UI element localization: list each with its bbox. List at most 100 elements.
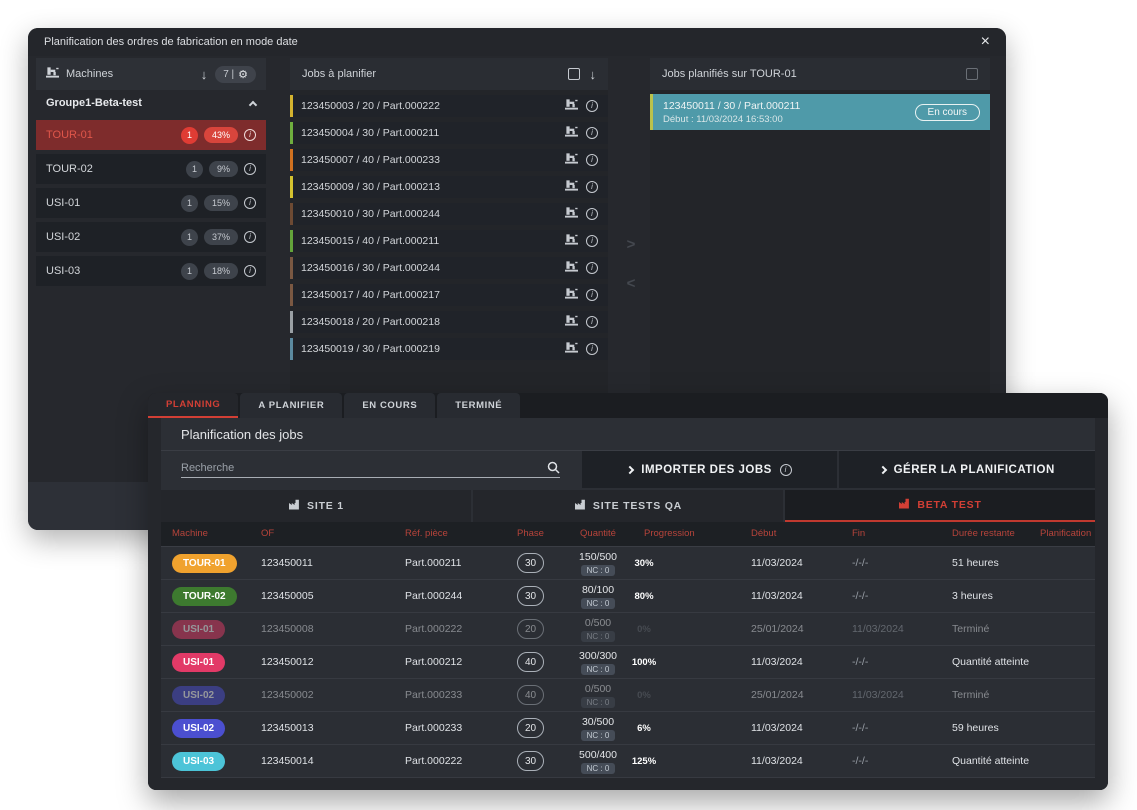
- job-color-bar: [290, 257, 293, 279]
- search-actions-row: IMPORTER DES JOBS GÉRER LA PLANIFICATION: [161, 451, 1095, 489]
- sort-descending-icon[interactable]: ↓: [589, 66, 597, 82]
- job-item[interactable]: 123450018 / 20 / Part.000218: [290, 311, 608, 333]
- job-item[interactable]: 123450009 / 30 / Part.000213: [290, 176, 608, 198]
- machine-icon[interactable]: [565, 97, 578, 115]
- tab-planning[interactable]: PLANNING: [148, 393, 239, 418]
- quantity-cell: 0/500 NC : 0: [552, 617, 644, 642]
- tab-a-planifier[interactable]: A PLANIFIER: [240, 393, 343, 418]
- select-all-checkbox[interactable]: [567, 68, 580, 80]
- gérer-la-planification-button[interactable]: GÉRER LA PLANIFICATION: [839, 451, 1095, 489]
- job-item[interactable]: 123450019 / 30 / Part.000219: [290, 338, 608, 360]
- machine-pill: TOUR-02: [172, 587, 237, 606]
- machine-icon[interactable]: [565, 178, 578, 196]
- machine-group-header[interactable]: Groupe1-Beta-test: [36, 90, 266, 116]
- info-icon[interactable]: [586, 208, 598, 220]
- machine-group-name: Groupe1-Beta-test: [46, 97, 142, 109]
- info-icon[interactable]: [586, 154, 598, 166]
- fin-cell: 11/03/2024: [852, 623, 904, 635]
- machine-icon[interactable]: [565, 232, 578, 250]
- duree-cell: Terminé: [952, 689, 990, 701]
- site-tab-site-1[interactable]: SITE 1: [161, 490, 471, 522]
- of-cell: 123450012: [261, 656, 314, 668]
- job-color-bar: [290, 311, 293, 333]
- move-right-icon[interactable]: >: [626, 236, 636, 253]
- job-item[interactable]: 123450016 / 30 / Part.000244: [290, 257, 608, 279]
- table-row[interactable]: USI-01 123450012 Part.000212 40 300/300 NC : …: [161, 646, 1095, 679]
- search-input[interactable]: [181, 461, 547, 474]
- info-icon[interactable]: [586, 127, 598, 139]
- info-icon[interactable]: [586, 262, 598, 274]
- job-color-bar: [290, 284, 293, 306]
- planned-job-card[interactable]: 123450011 / 30 / Part.000211 Début : 11/…: [650, 94, 990, 130]
- info-icon[interactable]: [244, 163, 256, 175]
- actions-container: IMPORTER DES JOBS GÉRER LA PLANIFICATION: [580, 451, 1095, 489]
- phase-badge: 30: [517, 553, 544, 573]
- of-cell: 123450002: [261, 689, 314, 701]
- machine-item-usi-03[interactable]: USI-03 1 18%: [36, 256, 266, 286]
- machine-item-usi-01[interactable]: USI-01 1 15%: [36, 188, 266, 218]
- search-icon[interactable]: [547, 461, 560, 474]
- table-row[interactable]: USI-03 123450014 Part.000222 30 500/400 NC : …: [161, 745, 1095, 778]
- importer-des-jobs-button[interactable]: IMPORTER DES JOBS: [581, 451, 838, 489]
- info-icon[interactable]: [586, 100, 598, 112]
- info-icon[interactable]: [244, 265, 256, 277]
- machine-icon[interactable]: [565, 124, 578, 142]
- fin-cell: -/-/-: [852, 656, 869, 668]
- machine-pill: USI-02: [172, 686, 226, 705]
- phase-badge: 20: [517, 619, 544, 639]
- table-row[interactable]: USI-02 123450013 Part.000233 20 30/500 NC : 0…: [161, 712, 1095, 745]
- info-icon[interactable]: [586, 235, 598, 247]
- machine-item-tour-01[interactable]: TOUR-01 1 43%: [36, 120, 266, 150]
- transfer-controls: > <: [616, 236, 646, 292]
- ref-piece-cell: Part.000244: [405, 590, 463, 602]
- info-icon[interactable]: [244, 197, 256, 209]
- ref-piece-cell: Part.000211: [405, 557, 462, 569]
- select-all-checkbox[interactable]: [966, 68, 978, 80]
- tab-en-cours[interactable]: EN COURS: [344, 393, 436, 418]
- info-icon[interactable]: [586, 316, 598, 328]
- status-badge: En cours: [914, 103, 980, 121]
- quantity-cell: 500/400 NC : 0: [579, 748, 617, 774]
- site-tab-site-tests-qa[interactable]: SITE TESTS QA: [473, 490, 783, 522]
- job-item[interactable]: 123450004 / 30 / Part.000211: [290, 122, 608, 144]
- duree-cell: 3 heures: [952, 590, 993, 602]
- job-item[interactable]: 123450003 / 20 / Part.000222: [290, 95, 608, 117]
- table-row[interactable]: TOUR-02 123450005 Part.000244 30 80/100 NC : …: [161, 580, 1095, 613]
- site-tab-beta-test[interactable]: BETA TEST: [785, 490, 1095, 522]
- machine-icon[interactable]: [565, 286, 578, 304]
- close-icon[interactable]: ×: [980, 33, 990, 50]
- machine-item-tour-02[interactable]: TOUR-02 1 9%: [36, 154, 266, 184]
- tab-terminé[interactable]: TERMINÉ: [437, 393, 521, 418]
- info-icon[interactable]: [244, 129, 256, 141]
- info-icon[interactable]: [779, 463, 792, 476]
- job-item[interactable]: 123450007 / 40 / Part.000233: [290, 149, 608, 171]
- machine-item-usi-02[interactable]: USI-02 1 37%: [36, 222, 266, 252]
- machine-icon[interactable]: [565, 313, 578, 331]
- gear-icon[interactable]: ⚙: [238, 67, 248, 81]
- machines-count-badge: 7 |: [223, 68, 235, 80]
- machine-icon[interactable]: [565, 151, 578, 169]
- machine-icon[interactable]: [565, 205, 578, 223]
- job-item[interactable]: 123450010 / 30 / Part.000244: [290, 203, 608, 225]
- column-header: Durée restante: [952, 528, 1015, 540]
- table-row[interactable]: TOUR-01 123450011 Part.000211 30 150/500 NC :…: [161, 547, 1095, 580]
- job-label: 123450010 / 30 / Part.000244: [301, 208, 440, 220]
- move-left-icon[interactable]: <: [626, 275, 636, 292]
- duree-cell: Quantité atteinte: [952, 755, 1030, 767]
- chevron-right-icon: [626, 465, 635, 475]
- info-icon[interactable]: [586, 289, 598, 301]
- info-icon[interactable]: [244, 231, 256, 243]
- machine-icon[interactable]: [565, 259, 578, 277]
- site-tab-label: SITE TESTS QA: [592, 500, 683, 513]
- machine-icon[interactable]: [565, 340, 578, 358]
- info-icon[interactable]: [586, 343, 598, 355]
- sort-descending-icon[interactable]: ↓: [200, 66, 208, 82]
- nc-badge: NC : 0: [580, 564, 616, 576]
- job-item[interactable]: 123450015 / 40 / Part.000211: [290, 230, 608, 252]
- job-item[interactable]: 123450017 / 40 / Part.000217: [290, 284, 608, 306]
- info-icon[interactable]: [586, 181, 598, 193]
- machines-count-settings[interactable]: 7 | ⚙: [215, 65, 256, 83]
- search-cell: [161, 451, 580, 488]
